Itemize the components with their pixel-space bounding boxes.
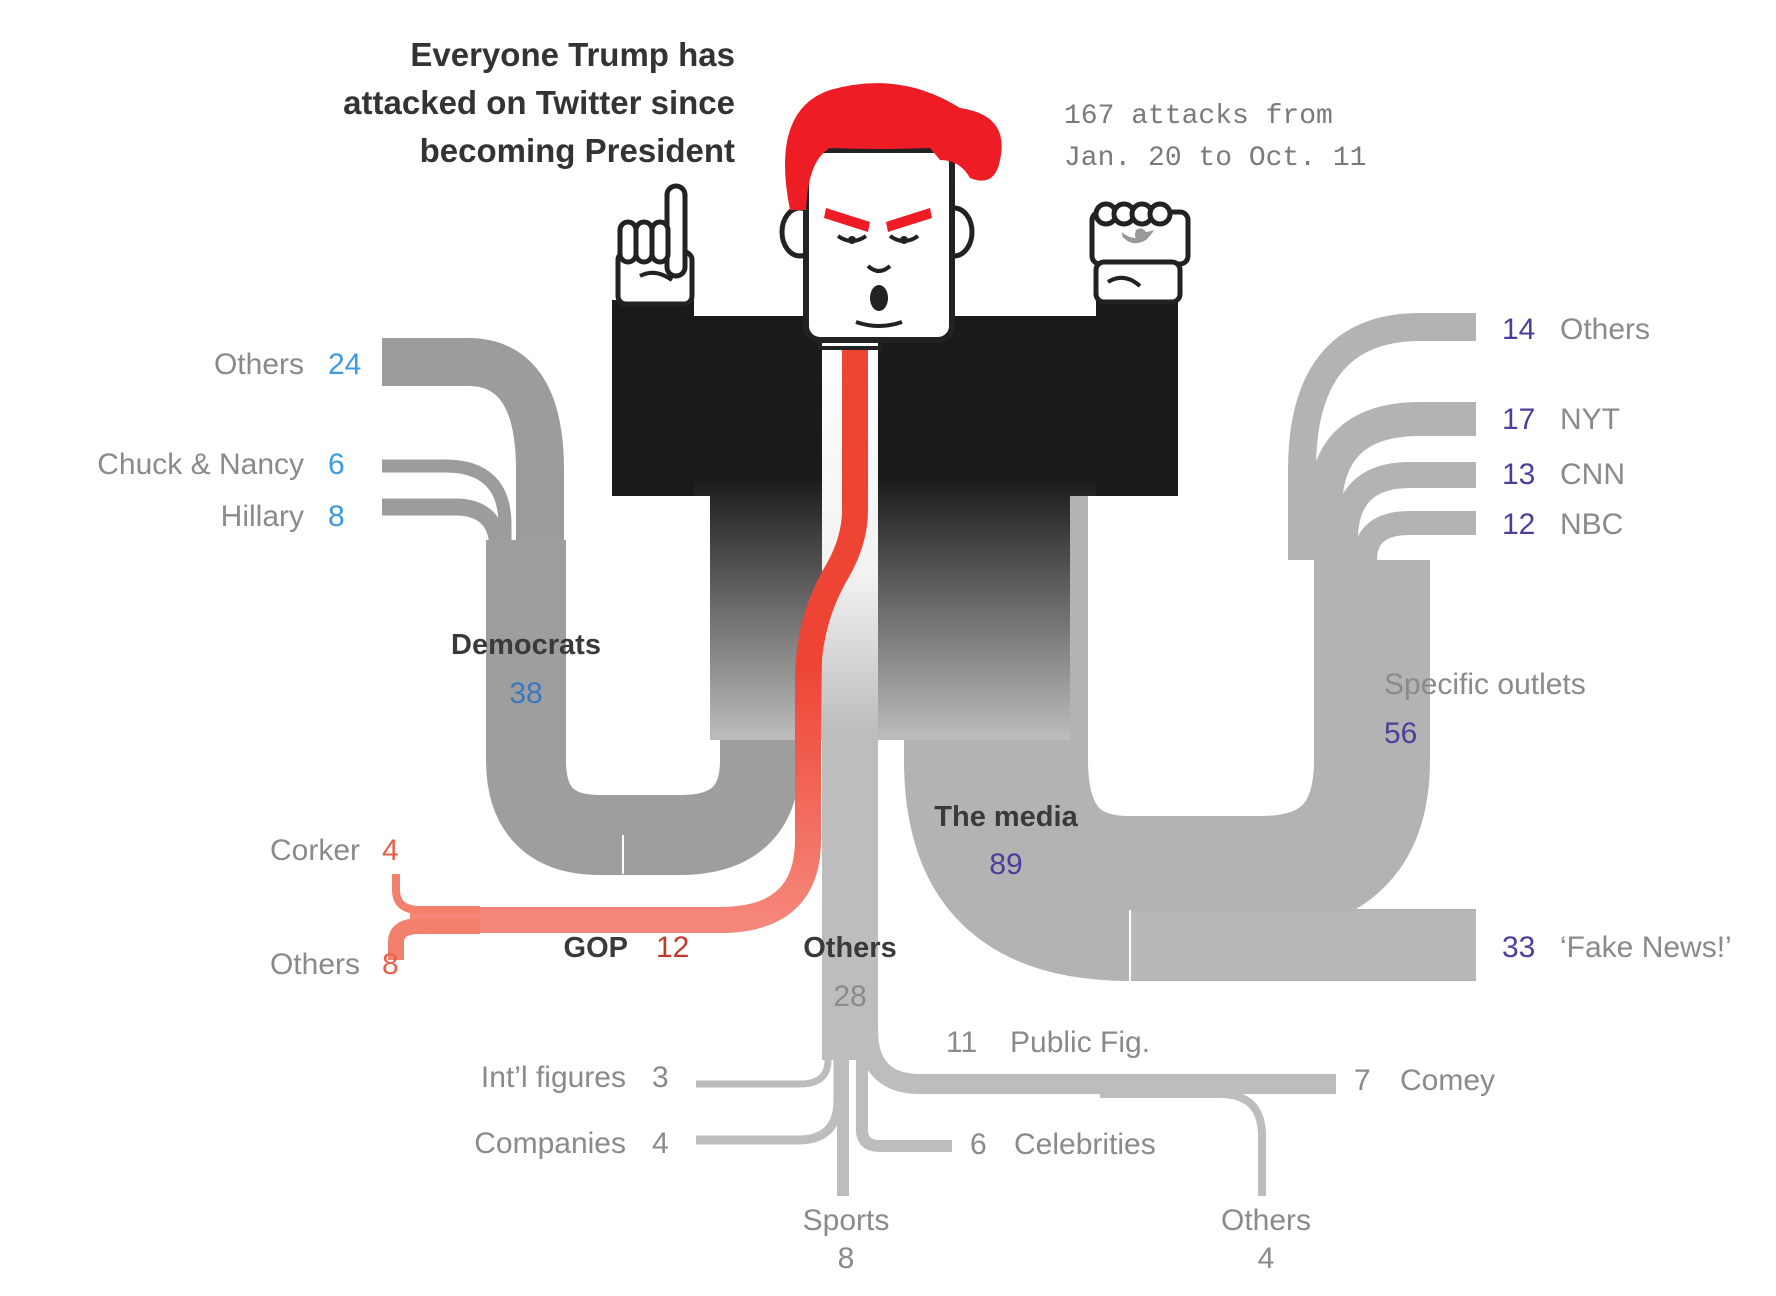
pointing-hand-icon xyxy=(615,183,695,307)
twitter-bird-icon xyxy=(1122,228,1154,244)
value-nyt: 17 xyxy=(1502,403,1535,436)
title-line-1: Everyone Trump has xyxy=(410,36,735,73)
flow-democrats-trunk xyxy=(486,420,800,875)
left-brow xyxy=(824,208,870,232)
right-brow xyxy=(886,208,932,232)
flow-public-fig xyxy=(858,1029,1336,1094)
flow-public-others xyxy=(1100,1090,1266,1196)
flow-companies xyxy=(696,1060,843,1145)
label-bottom-others: Others xyxy=(1221,1204,1311,1237)
label-nyt: NYT xyxy=(1560,403,1620,436)
label-fake-news: ‘Fake News!’ xyxy=(1560,931,1732,964)
phone-hand-icon xyxy=(1089,201,1191,305)
label-media: The media xyxy=(934,801,1078,833)
label-specific-outlets: Specific outlets xyxy=(1384,668,1586,701)
value-dem-others: 24 xyxy=(328,348,361,381)
value-corker: 4 xyxy=(382,834,399,867)
value-public-fig: 11 xyxy=(946,1026,977,1059)
label-intl: Int’l figures xyxy=(481,1061,626,1094)
label-nbc: NBC xyxy=(1560,508,1623,541)
flow-gop-others xyxy=(388,918,480,960)
left-arm xyxy=(612,300,694,496)
label-companies: Companies xyxy=(474,1127,626,1160)
face xyxy=(803,147,955,343)
label-corker: Corker xyxy=(270,834,360,867)
flow-nbc xyxy=(1353,511,1476,561)
label-dem-others: Others xyxy=(214,348,304,381)
value-bottom-others: 4 xyxy=(1258,1242,1275,1275)
suit-body xyxy=(612,316,1178,740)
flow-outlets-others xyxy=(1288,313,1476,560)
flow-corker xyxy=(392,874,480,914)
label-celebrities: Celebrities xyxy=(1014,1128,1156,1161)
value-outlets-others: 14 xyxy=(1502,313,1535,346)
value-comey: 7 xyxy=(1354,1064,1371,1097)
subtitle-line-1: 167 attacks from xyxy=(1064,101,1333,132)
value-cnn: 13 xyxy=(1502,458,1535,491)
value-specific-outlets: 56 xyxy=(1384,717,1417,750)
title-line-3: becoming President xyxy=(420,132,735,169)
right-arm xyxy=(1096,300,1178,496)
label-sports: Sports xyxy=(803,1204,890,1237)
value-fake-news: 33 xyxy=(1502,931,1535,964)
value-intl: 3 xyxy=(652,1061,669,1094)
label-gop-others: Others xyxy=(270,948,360,981)
flow-nyt xyxy=(1308,402,1476,560)
label-gop: GOP xyxy=(564,932,628,964)
title: Everyone Trump has attacked on Twitter s… xyxy=(343,36,735,169)
hair-icon xyxy=(785,83,1002,210)
flow-media-main xyxy=(904,480,1476,981)
flow-democrats-others xyxy=(382,338,564,760)
value-companies: 4 xyxy=(652,1127,669,1160)
flow-gop xyxy=(410,345,868,933)
flow-celebrities xyxy=(856,1060,952,1152)
value-chuck-nancy: 6 xyxy=(328,448,345,481)
value-media: 89 xyxy=(989,848,1022,881)
value-gop-others: 8 xyxy=(382,948,399,981)
flow-specific-outlets xyxy=(972,460,1430,932)
label-public-fig: Public Fig. xyxy=(1010,1026,1150,1059)
value-gop: 12 xyxy=(656,931,689,964)
value-others: 28 xyxy=(833,980,866,1013)
value-hillary: 8 xyxy=(328,500,345,533)
label-chuck-nancy: Chuck & Nancy xyxy=(97,448,304,481)
value-celebrities: 6 xyxy=(970,1128,987,1161)
label-outlets-others: Others xyxy=(1560,313,1650,346)
value-sports: 8 xyxy=(838,1242,855,1275)
label-democrats: Democrats xyxy=(451,629,601,661)
label-cnn: CNN xyxy=(1560,458,1625,491)
label-comey: Comey xyxy=(1400,1064,1495,1097)
label-others: Others xyxy=(803,932,896,964)
subtitle-line-2: Jan. 20 to Oct. 11 xyxy=(1064,143,1366,174)
value-democrats: 38 xyxy=(509,677,542,710)
subtitle: 167 attacks from Jan. 20 to Oct. 11 xyxy=(1064,101,1366,174)
flow-chuck-nancy xyxy=(382,459,512,760)
mouth xyxy=(870,285,888,311)
title-line-2: attacked on Twitter since xyxy=(343,84,735,121)
flow-cnn xyxy=(1332,462,1476,560)
value-nbc: 12 xyxy=(1502,508,1535,541)
label-hillary: Hillary xyxy=(221,500,304,533)
flow-intl xyxy=(696,1059,832,1088)
